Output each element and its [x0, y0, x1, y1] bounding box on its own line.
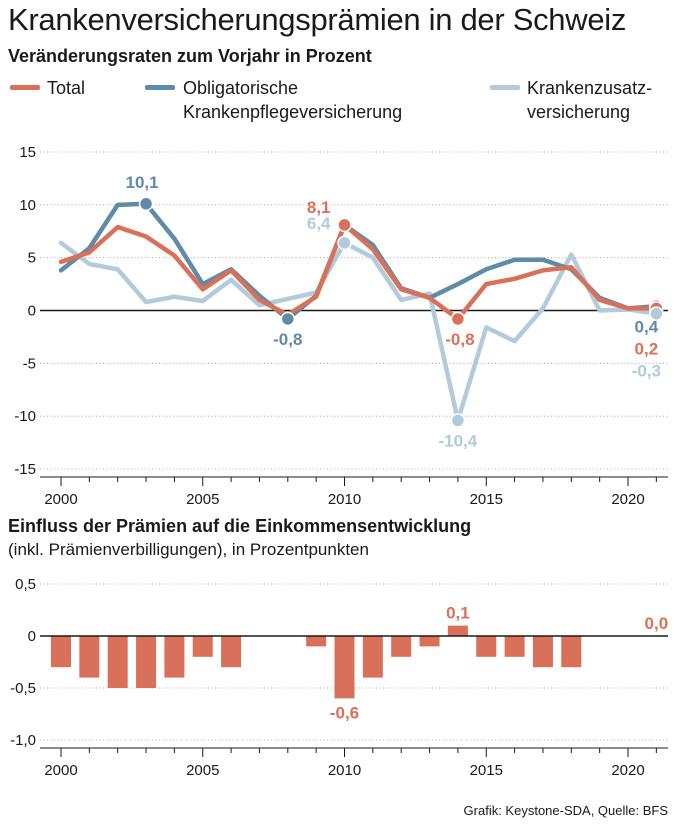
bar [504, 636, 525, 657]
legend-label-okp-line2: Krankenpflegeversicherung [183, 102, 403, 122]
data-label: 8,1 [307, 198, 331, 217]
y-tick-label: 0 [28, 303, 36, 320]
y-tick-label: 15 [19, 144, 36, 161]
y-tick-label: 10 [19, 197, 36, 214]
bar [532, 636, 553, 668]
legend-label-total: Total [47, 78, 86, 98]
bar [221, 636, 242, 668]
series-line-total [58, 222, 659, 322]
x-tick-label: 2020 [611, 762, 644, 779]
marker-zusatz [450, 413, 466, 428]
marker-okp [280, 311, 296, 327]
marker-okp [138, 196, 154, 212]
bar [476, 636, 497, 657]
marker-total [337, 217, 352, 233]
marker-zusatz [337, 235, 352, 251]
legend-swatch-total [10, 85, 40, 90]
bar [79, 636, 100, 678]
data-label: -0,3 [632, 362, 661, 381]
data-label: -10,4 [439, 431, 478, 450]
bar [51, 636, 71, 668]
marker-total [450, 311, 466, 327]
bar [192, 636, 213, 657]
x-tick-label: 2000 [44, 762, 77, 779]
bar [334, 636, 355, 699]
y-tick-label: -0,5 [10, 680, 36, 697]
bar-chart-title: Einfluss der Prämien auf die Einkommense… [8, 516, 472, 536]
y-tick-label: -10 [14, 408, 36, 425]
bar-data-label: -0,6 [330, 703, 359, 722]
bar [107, 636, 128, 688]
y-tick-label: -15 [14, 461, 36, 478]
bar [561, 636, 582, 668]
bar [391, 636, 412, 657]
marker-zusatz [649, 306, 664, 321]
y-tick-label: -5 [23, 355, 36, 372]
y-tick-label: 0 [28, 628, 36, 645]
bar-data-label: 0,1 [446, 604, 470, 623]
x-tick-label: 2020 [611, 491, 644, 508]
x-tick-label: 2010 [328, 762, 361, 779]
y-tick-label: -1,0 [10, 732, 36, 749]
data-label: 0,4 [635, 318, 659, 337]
bar [306, 636, 327, 647]
x-tick-label: 2000 [44, 491, 77, 508]
data-label: 0,2 [635, 340, 659, 359]
legend-label-okp-line1: Obligatorische [183, 78, 299, 98]
y-tick-label: 5 [28, 250, 36, 267]
x-tick-label: 2015 [470, 762, 503, 779]
bar [419, 636, 440, 647]
data-label: -0,8 [273, 330, 302, 349]
bar-chart-subtitle: (inkl. Prämienverbilligungen), in Prozen… [8, 540, 369, 559]
bar [447, 625, 468, 636]
bar [164, 636, 185, 678]
bar [362, 636, 383, 678]
chart-title: Krankenversicherungsprämien in der Schwe… [8, 2, 627, 37]
line-chart-subtitle: Veränderungsraten zum Vorjahr in Prozent [8, 46, 372, 66]
x-tick-label: 2005 [186, 762, 219, 779]
legend-label-zusatz-line2: versicherung [527, 102, 631, 122]
data-label: 10,1 [126, 173, 159, 192]
legend-swatch-okp [145, 85, 175, 90]
bar [136, 636, 157, 688]
source-credit: Grafik: Keystone-SDA, Quelle: BFS [463, 803, 668, 818]
series-line-zusatz [58, 240, 659, 423]
x-tick-label: 2015 [470, 491, 503, 508]
data-label: -0,8 [445, 330, 474, 349]
x-tick-label: 2010 [328, 491, 361, 508]
data-label: 6,4 [307, 214, 331, 233]
x-tick-label: 2005 [186, 491, 219, 508]
bar-data-label: 0,0 [645, 614, 669, 633]
legend-swatch-zusatz [490, 85, 520, 90]
legend-label-zusatz-line1: Krankenzusatz- [527, 78, 653, 98]
y-tick-label: 0,5 [15, 576, 36, 593]
